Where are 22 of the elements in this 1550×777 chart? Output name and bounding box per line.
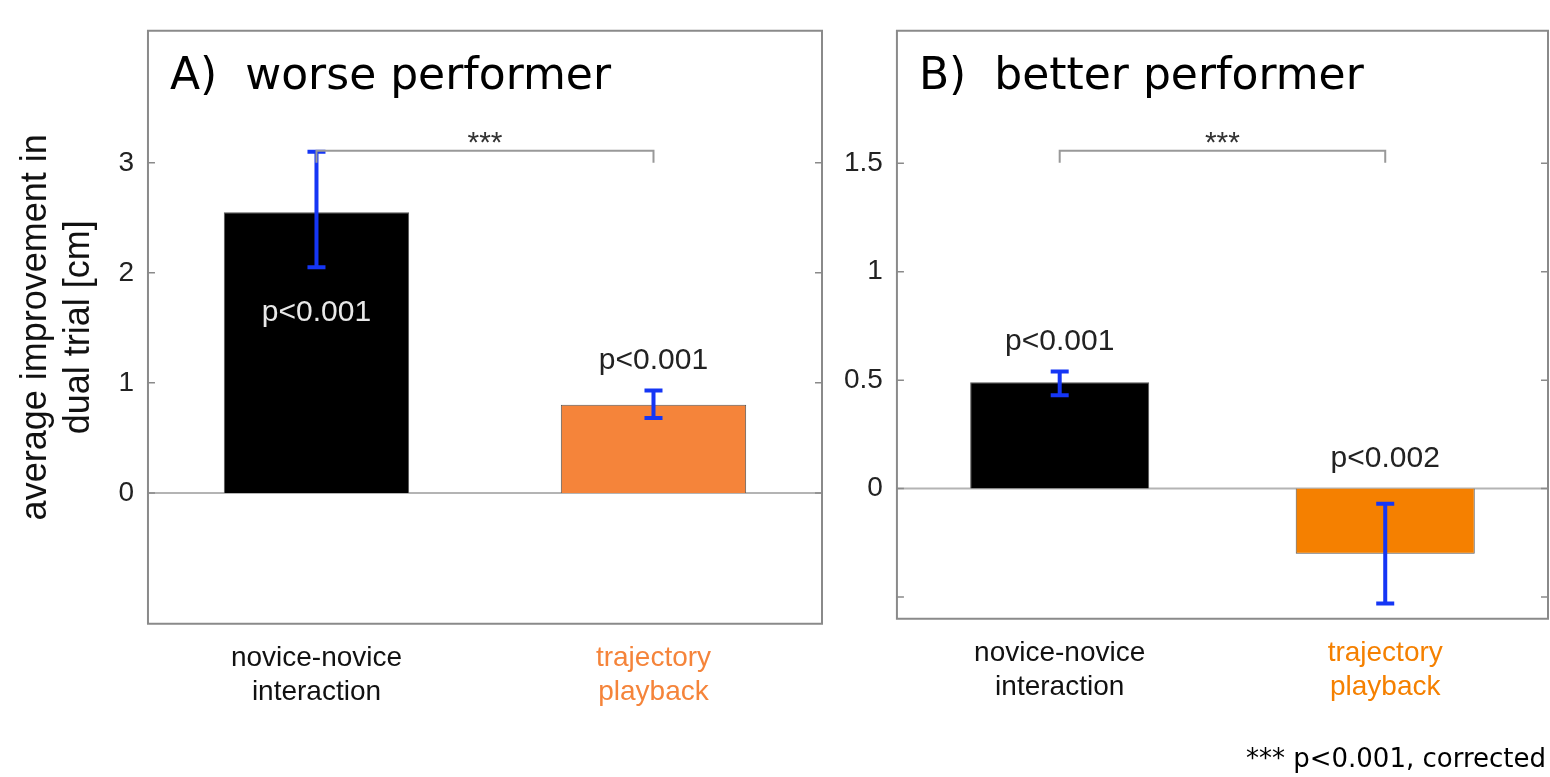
x-tick-label: novice-novice interaction <box>230 641 403 706</box>
y-tick-label: 0 <box>118 475 134 507</box>
annotation: *** <box>1204 125 1241 159</box>
y-tick-label: 2 <box>118 255 134 287</box>
x-tick-label: novice-novice interaction <box>974 636 1146 701</box>
y-axis-title: average improvement in dual trial [cm] <box>12 134 97 521</box>
chart-title: A) worse performer <box>169 47 612 99</box>
text: *** p<0.001, corrected <box>1245 742 1546 773</box>
y-tick-label: 1.5 <box>843 145 883 177</box>
x-tick-label: trajectory playback <box>1327 636 1443 701</box>
annotation: p<0.001 <box>1005 322 1115 356</box>
annotation: p<0.001 <box>598 341 709 375</box>
y-tick-label: 1 <box>118 365 134 397</box>
chart-title: B) better performer <box>918 47 1365 99</box>
y-tick-label: 0.5 <box>843 362 883 394</box>
x-tick-label: trajectory playback <box>595 641 712 706</box>
y-tick-label: 1 <box>867 254 883 286</box>
annotation: p<0.002 <box>1330 439 1440 473</box>
y-tick-label: 3 <box>118 145 134 177</box>
y-tick-label: 0 <box>867 471 883 503</box>
annotation: p<0.001 <box>261 293 372 327</box>
annotation: *** <box>467 125 503 159</box>
